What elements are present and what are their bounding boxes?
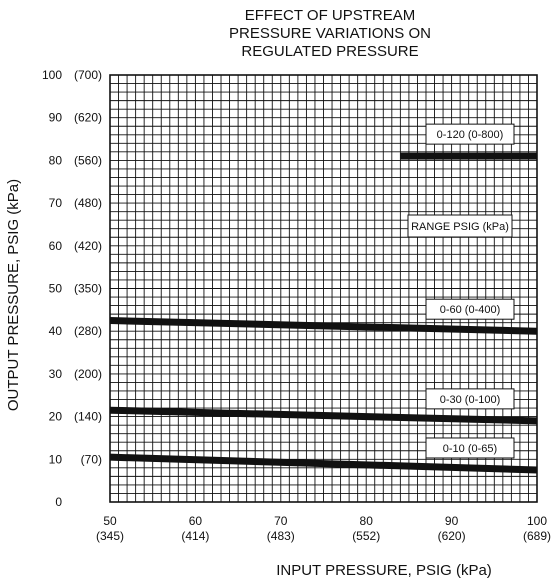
y-tick-sublabel: (140) [74, 410, 102, 424]
x-tick-sublabel: (552) [352, 529, 380, 543]
series-line-3 [109, 406, 538, 425]
x-tick-label: 70 [274, 514, 288, 528]
y-tick-label: 40 [49, 324, 63, 338]
y-tick-sublabel: (70) [81, 452, 102, 466]
y-tick-label: 0 [55, 495, 62, 509]
x-tick-sublabel: (620) [438, 529, 466, 543]
range-label-4: 0-10 (0-65) [443, 443, 497, 455]
range-label-3: 0-30 (0-100) [440, 394, 501, 406]
x-tick-label: 50 [103, 514, 117, 528]
range-labels: RANGE PSIG (kPa) 0-120 (0-800) 0-60 (0-40… [407, 123, 515, 459]
y-tick-label: 20 [49, 410, 63, 424]
x-tick-label: 80 [360, 514, 374, 528]
chart-title-line-2: PRESSURE VARIATIONS ON [229, 25, 431, 42]
y-tick-label: 80 [49, 153, 63, 167]
y-tick-label: 10 [49, 452, 63, 466]
x-tick-sublabel: (345) [96, 529, 124, 543]
y-tick-sublabel: (420) [74, 239, 102, 253]
range-label-box [425, 298, 515, 320]
series-line-2 [109, 317, 538, 335]
y-axis-label: OUTPUT PRESSURE, PSIG (kPa) [5, 179, 22, 411]
x-tick-label: 100 [527, 514, 547, 528]
y-tick-sublabel: (700) [74, 68, 102, 82]
y-tick-sublabel: (480) [74, 196, 102, 210]
y-tick-sublabel: (620) [74, 111, 102, 125]
range-heading: RANGE PSIG (kPa) [411, 221, 509, 233]
range-label-box [425, 388, 515, 410]
y-tick-sublabel: (200) [74, 367, 102, 381]
range-label-1: 0-120 (0-800) [437, 129, 504, 141]
y-tick-sublabel: (560) [74, 153, 102, 167]
x-tick-label: 60 [189, 514, 203, 528]
y-tick-label: 100 [42, 68, 62, 82]
y-tick-label: 90 [49, 111, 63, 125]
x-axis-label: INPUT PRESSURE, PSIG (kPa) [276, 562, 492, 579]
chart-title-line-3: REGULATED PRESSURE [241, 43, 418, 60]
y-tick-label: 50 [49, 282, 63, 296]
range-heading-box [407, 214, 513, 238]
series-lines [109, 152, 538, 474]
range-label-box [425, 437, 515, 459]
x-tick-sublabel: (414) [181, 529, 209, 543]
y-tick-label: 30 [49, 367, 63, 381]
plot-grid [109, 74, 538, 503]
y-tick-sublabel: (350) [74, 282, 102, 296]
y-tick-label: 70 [49, 196, 63, 210]
y-tick-label: 60 [49, 239, 63, 253]
range-label-2: 0-60 (0-400) [440, 304, 501, 316]
x-axis-ticks: 50(345) 60(414) 70(483) 80(552) 90(620) 100(6… [96, 514, 551, 543]
y-tick-sublabel: (280) [74, 324, 102, 338]
x-tick-sublabel: (483) [267, 529, 295, 543]
x-tick-sublabel: (689) [523, 529, 551, 543]
y-axis-ticks: 0 10 (70) 20 (140) 30 (200) 40 (280) 50 (350) 60 (42… [42, 68, 102, 509]
series-line-4 [109, 453, 538, 474]
chart-title: EFFECT OF UPSTREAM PRESSURE VARIATIONS O… [229, 7, 431, 60]
range-label-box [425, 123, 515, 145]
chart-title-line-1: EFFECT OF UPSTREAM [245, 7, 416, 24]
x-tick-label: 90 [445, 514, 459, 528]
